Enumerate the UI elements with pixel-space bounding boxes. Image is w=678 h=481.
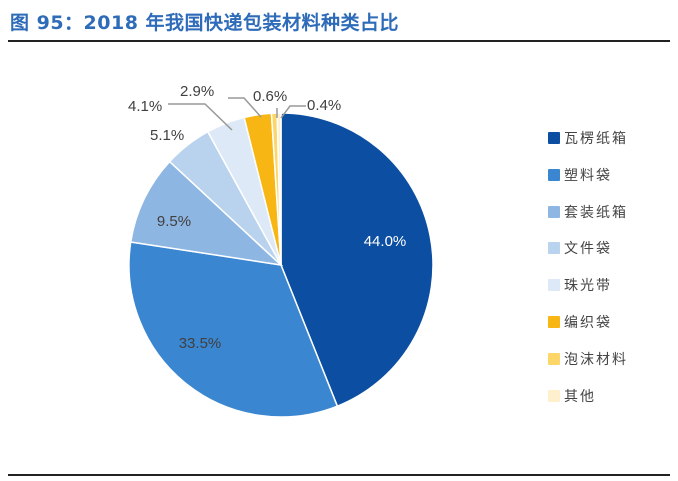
legend-swatch — [548, 352, 560, 365]
legend-swatch — [548, 242, 560, 255]
bottom-rule — [8, 474, 670, 476]
legend-label: 珠光带 — [564, 278, 612, 295]
legend-swatch — [548, 205, 560, 218]
legend-item: 文件袋 — [548, 238, 612, 258]
leader-line-5 — [168, 103, 233, 131]
data-label-4: 5.1% — [150, 127, 184, 144]
legend-swatch — [548, 279, 560, 292]
leader-line-8 — [280, 105, 306, 119]
legend-label: 编织袋 — [564, 315, 612, 331]
data-label-3: 9.5% — [157, 213, 191, 230]
title-rule — [8, 40, 670, 42]
legend-label: 瓦楞纸箱 — [564, 131, 628, 147]
legend-label: 其他 — [564, 388, 596, 405]
legend-swatch — [548, 168, 560, 181]
legend-item: 编织袋 — [548, 312, 612, 332]
legend-item: 套装纸箱 — [548, 202, 628, 222]
leader-line-6 — [228, 97, 262, 118]
legend-swatch — [548, 132, 560, 144]
legend-item: 泡沫材料 — [548, 349, 628, 369]
pie-slice-2 — [128, 241, 339, 418]
legend-item: 珠光带 — [548, 275, 612, 295]
pie-slice-1 — [280, 112, 434, 408]
legend-item: 塑料袋 — [548, 165, 612, 185]
legend-item: 瓦楞纸箱 — [548, 128, 628, 148]
legend-label: 塑料袋 — [564, 167, 612, 184]
legend-swatch — [548, 389, 560, 402]
legend-label: 文件袋 — [564, 241, 612, 258]
data-label-2: 33.5% — [179, 335, 222, 352]
legend-swatch — [548, 316, 560, 328]
legend-item: 其他 — [548, 386, 596, 406]
data-label-5: 4.1% — [128, 98, 162, 115]
pie-slice-3 — [129, 160, 284, 267]
legend-label: 套装纸箱 — [564, 204, 628, 221]
data-label-1: 44.0% — [364, 233, 407, 250]
data-label-8: 0.4% — [307, 97, 341, 114]
data-label-7: 0.6% — [253, 88, 287, 105]
legend-label: 泡沫材料 — [564, 351, 628, 368]
data-label-6: 2.9% — [180, 83, 214, 100]
chart-title: 图 95：2018 年我国快递包装材料种类占比 — [10, 12, 400, 34]
